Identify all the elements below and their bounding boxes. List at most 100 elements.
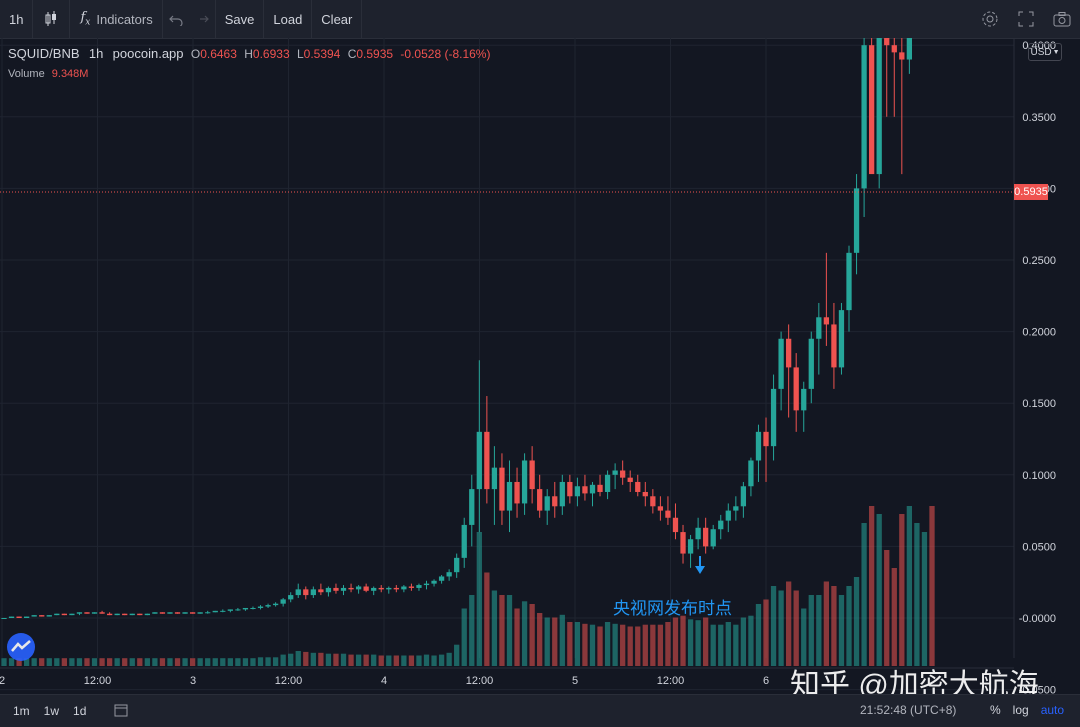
annotation-arrow-icon [695, 556, 705, 574]
candlestick-style-icon[interactable] [33, 0, 69, 38]
volume-bar [484, 572, 490, 666]
candle-body [876, 38, 882, 175]
volume-bar [544, 617, 550, 666]
function-icon: fx [80, 10, 91, 28]
candle-body [521, 460, 528, 504]
candle-body [76, 612, 83, 614]
volume-bar [129, 658, 135, 666]
volume-bar [793, 590, 799, 666]
candle-body [257, 606, 264, 608]
volume-bar [54, 658, 60, 666]
candle-body [567, 481, 573, 497]
volume-bar [325, 653, 332, 666]
volume-bar [604, 622, 611, 666]
candle-body [559, 481, 565, 507]
volume-bar [212, 658, 218, 666]
volume-bar [76, 658, 83, 666]
volume-bar [552, 617, 558, 666]
candle-body [106, 613, 113, 616]
candle-body [786, 338, 792, 368]
candle-body [491, 467, 498, 490]
candle-body [831, 324, 837, 368]
volume-bar [869, 506, 875, 666]
candle-body [310, 589, 316, 596]
volume-bar [401, 655, 407, 666]
time-tick-label: 3 [190, 675, 196, 687]
candle-body [363, 586, 369, 591]
volume-bar [657, 624, 664, 666]
candle-body [242, 607, 249, 610]
candle-body [755, 431, 762, 461]
candle-body [657, 506, 664, 511]
tradingview-logo-icon[interactable] [7, 633, 35, 661]
volume-bar [589, 624, 596, 666]
symbol-name[interactable]: SQUID/BNB [8, 46, 80, 61]
last-price-tag: 0.5935 [1014, 184, 1048, 200]
candle-body [303, 589, 309, 596]
indicators-button[interactable]: fx Indicators [70, 0, 161, 38]
volume-bar [280, 654, 286, 666]
price-tick-label: -0.0000 [1019, 613, 1056, 625]
volume-bar [574, 622, 581, 666]
candle-body [227, 609, 233, 611]
volume-bar [884, 550, 890, 666]
volume-bar [91, 658, 98, 666]
range-1d-button[interactable]: 1d [73, 704, 87, 718]
candle-body [869, 45, 875, 175]
save-button[interactable]: Save [216, 0, 265, 38]
candle-body [838, 310, 845, 368]
volume-bar [114, 658, 120, 666]
volume-bar [786, 581, 792, 666]
volume-bar [906, 506, 913, 666]
time-axis: 2 12:00 3 12:00 4 12:00 5 12:00 6 [0, 667, 1014, 687]
undo-icon[interactable] [163, 0, 189, 38]
clear-button[interactable]: Clear [312, 0, 363, 38]
volume-bar [703, 617, 709, 666]
range-1m-button[interactable]: 1m [13, 704, 30, 718]
auto-scale-button[interactable]: auto [1040, 703, 1065, 717]
candle-body [582, 486, 588, 494]
candle-body [853, 188, 860, 253]
candle-body [476, 431, 482, 490]
volume-bar [710, 624, 716, 666]
time-tick-label: 6 [763, 675, 769, 687]
volume-value: 9.348M [51, 68, 89, 80]
candles [1, 38, 913, 619]
price-chart[interactable]: 0.75000.70000.65000.60000.55000.50000.45… [0, 38, 1080, 694]
fullscreen-icon[interactable] [1008, 0, 1044, 38]
candle-body [710, 529, 716, 547]
candle-body [642, 491, 648, 497]
indicators-label: Indicators [96, 11, 153, 27]
range-1w-button[interactable]: 1w [43, 704, 60, 718]
volume-bar [205, 658, 211, 666]
goto-date-icon[interactable] [107, 703, 135, 720]
candle-body [189, 612, 196, 614]
time-tick-label: 12:00 [657, 675, 685, 687]
currency-selector[interactable]: USD ▼ [1028, 43, 1062, 61]
open-label: O [190, 47, 201, 61]
candle-body [235, 609, 241, 611]
time-tick-label: 12:00 [84, 675, 112, 687]
volume-bar [167, 658, 173, 666]
volume-bar [914, 523, 920, 666]
volume-bar [265, 657, 271, 666]
volume-bar [23, 658, 30, 666]
volume-bar [318, 652, 324, 666]
candle-body [431, 580, 437, 584]
top-toolbar: 1h fx Indicators Save Load Clear [0, 0, 1080, 39]
log-scale-button[interactable]: log [1012, 703, 1029, 717]
settings-gear-icon[interactable] [972, 0, 1008, 38]
volume-bar [695, 620, 701, 666]
camera-icon[interactable] [1044, 0, 1080, 38]
open-value: 0.6463 [200, 47, 237, 61]
redo-icon[interactable] [189, 0, 215, 38]
divider [214, 0, 216, 38]
load-button[interactable]: Load [264, 0, 313, 38]
candle-body [529, 460, 535, 490]
interval-button[interactable]: 1h [9, 11, 24, 27]
percent-scale-button[interactable]: % [990, 703, 1001, 717]
volume-bar [1, 658, 7, 666]
candle-body [537, 489, 543, 511]
volume-bar [650, 624, 656, 666]
volume-bar [106, 658, 113, 666]
